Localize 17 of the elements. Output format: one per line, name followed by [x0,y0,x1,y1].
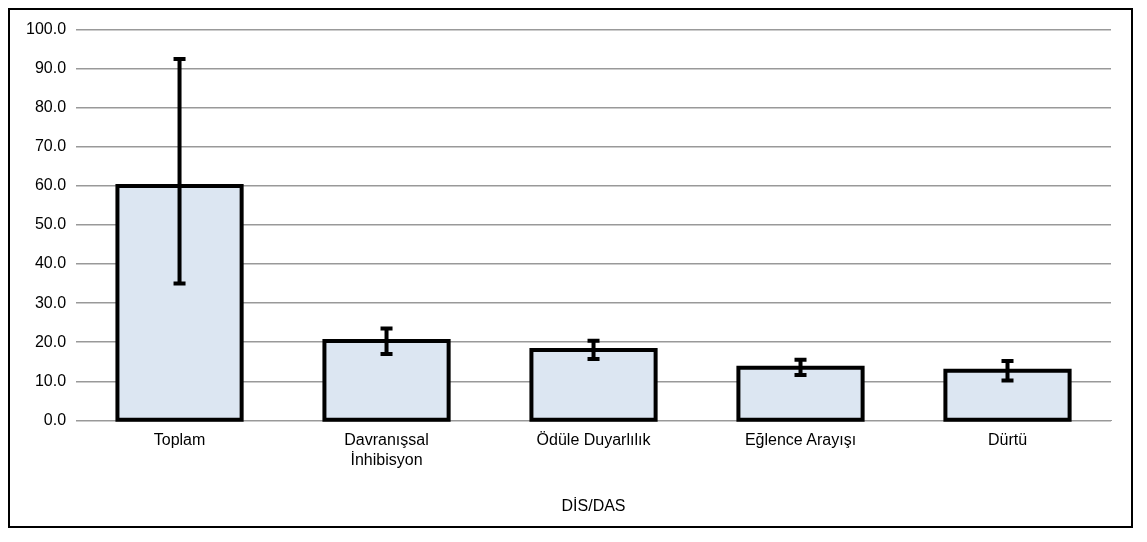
x-tick-label: Eğlence Arayışı [744,431,857,449]
y-tick-label: 90.0 [34,59,67,77]
y-tick-label: 50.0 [34,215,67,233]
x-tick-label: Ödüle Duyarlılık [536,431,652,449]
x-axis-title: DİS/DAS [561,495,626,514]
y-tick-label: 70.0 [34,137,67,155]
y-tick-label: 40.0 [34,254,67,272]
y-tick-label: 60.0 [34,176,67,194]
x-tick-label: Dürtü [987,431,1028,449]
y-tick-label: 0.0 [43,410,67,428]
y-tick-label: 100.0 [25,20,67,38]
x-tick-label: Davranışsal İnhibisyon [344,431,429,468]
x-tick-label: Toplam [153,431,206,449]
y-tick-label: 10.0 [34,371,67,389]
y-tick-label: 30.0 [34,293,67,311]
y-tick-label: 80.0 [34,98,67,116]
y-tick-label: 20.0 [34,332,67,350]
